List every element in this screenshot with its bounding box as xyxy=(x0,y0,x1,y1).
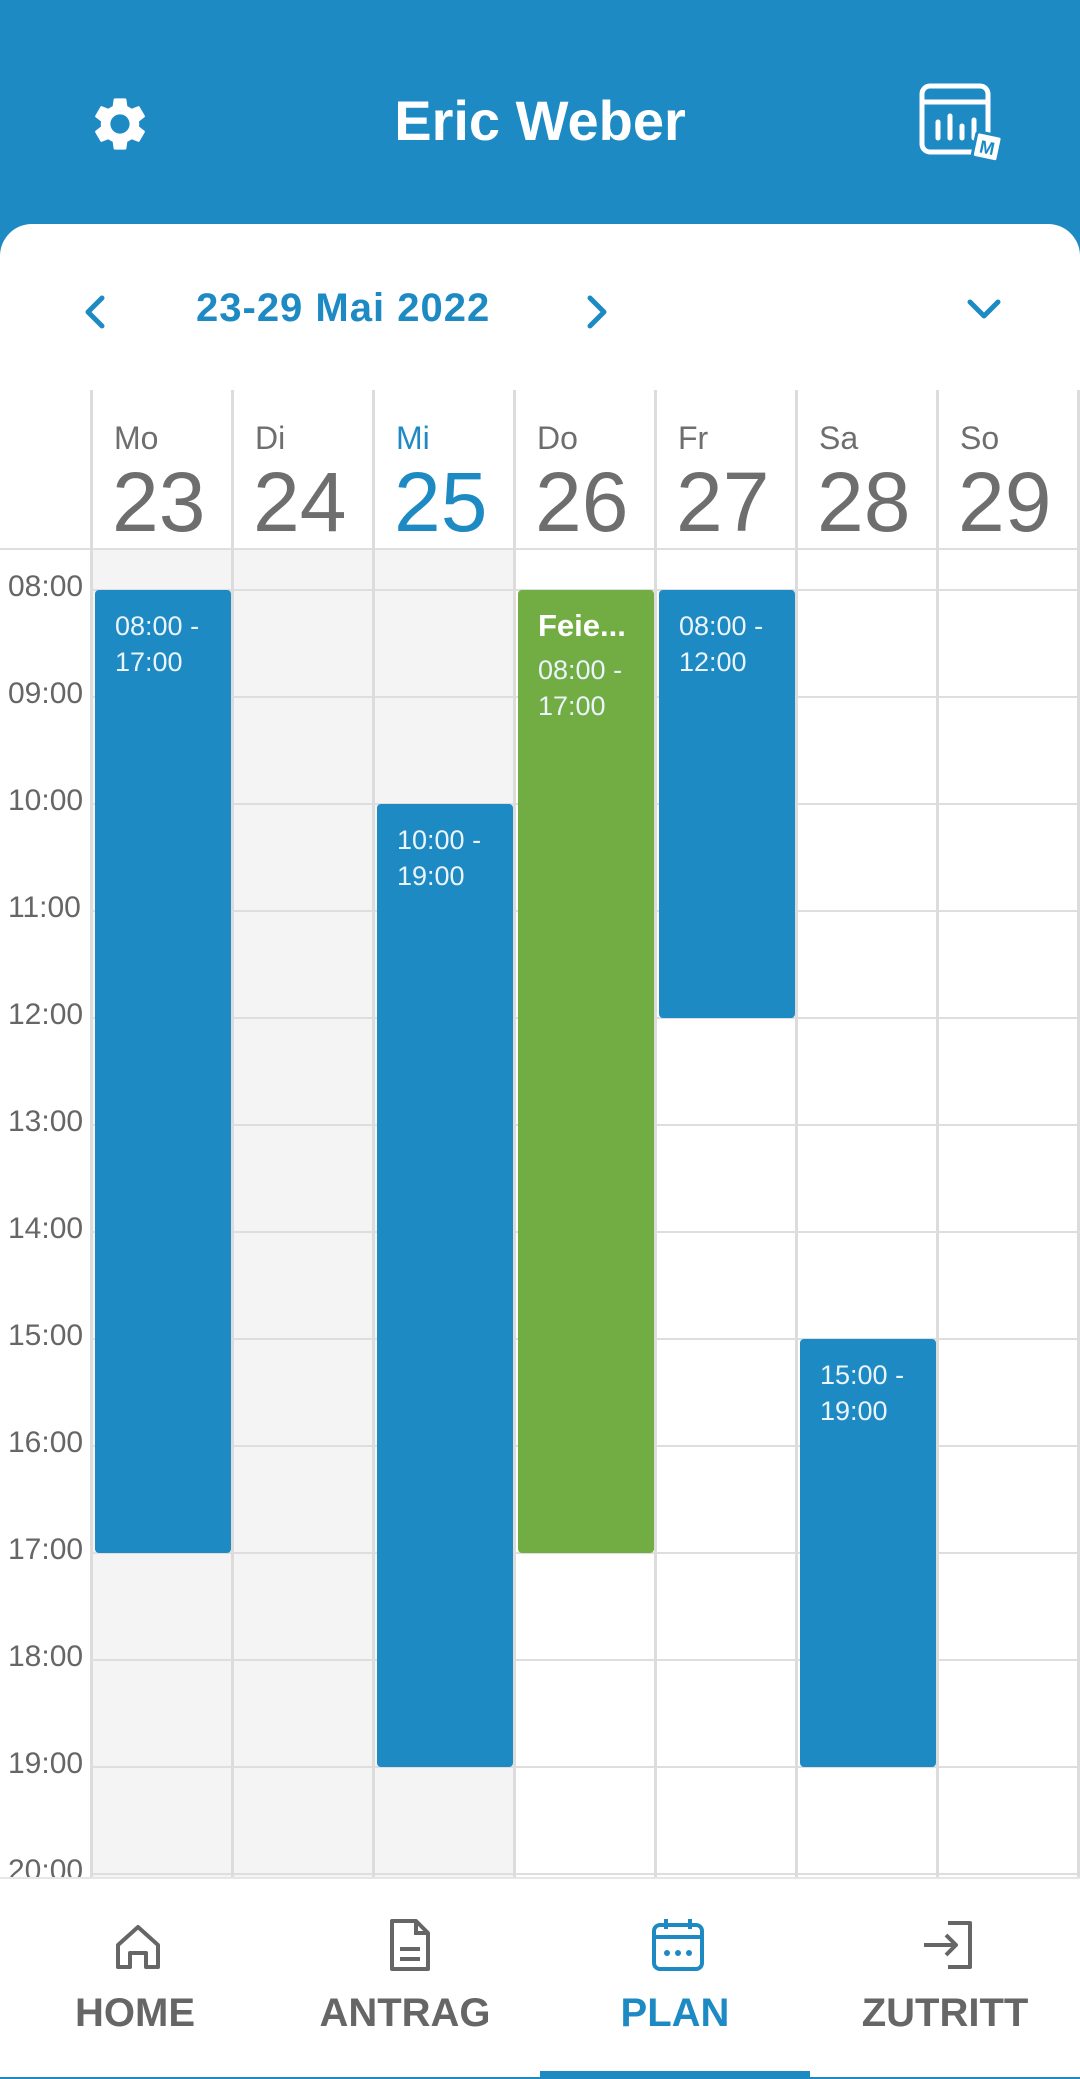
app-header: Eric Weber M xyxy=(0,0,1080,240)
time-label: 12:00 xyxy=(8,998,84,1031)
event-time-start: 08:00 - xyxy=(538,655,623,685)
day-name: Di xyxy=(255,420,286,456)
column-divider xyxy=(372,390,375,1877)
column-divider xyxy=(513,390,516,1877)
column-divider xyxy=(795,390,798,1877)
time-label: 11:00 xyxy=(8,891,81,924)
time-label: 15:00 xyxy=(8,1319,84,1352)
page-title: Eric Weber xyxy=(394,89,686,152)
event-time-start: 15:00 - xyxy=(820,1360,905,1390)
report-calendar-icon: M xyxy=(919,83,1004,164)
shift-event[interactable]: Feie... 08:00 - 17:00 xyxy=(518,590,654,1553)
event-time-end: 12:00 xyxy=(679,647,747,677)
svg-text:M: M xyxy=(978,136,997,159)
day-number: 29 xyxy=(958,455,1052,549)
week-grid: 08:00 09:00 10:00 11:00 12:00 13:00 14:00 15:00… xyxy=(0,390,1080,1877)
day-number: 26 xyxy=(535,455,629,549)
day-number: 28 xyxy=(817,455,911,549)
chevron-left-icon[interactable] xyxy=(80,292,110,332)
nav-label: PLAN xyxy=(620,1991,730,2035)
nav-tab-home[interactable]: HOME xyxy=(0,1879,270,2079)
day-name: Do xyxy=(537,420,578,456)
event-title: Feie... xyxy=(538,608,626,643)
time-label: 19:00 xyxy=(8,1747,84,1780)
time-label: 08:00 xyxy=(8,570,84,603)
day-number: 27 xyxy=(676,455,770,549)
day-name: So xyxy=(960,420,1000,456)
nav-label: HOME xyxy=(75,1991,195,2035)
calendar-card: 23-29 Mai 2022 08:00 09:00 10:00 11:00 12:00… xyxy=(0,224,1080,2077)
shift-event[interactable]: 10:00 - 19:00 xyxy=(377,804,513,1767)
event-time-start: 08:00 - xyxy=(679,611,764,641)
week-navigation: 23-29 Mai 2022 xyxy=(0,224,1080,390)
nav-tab-antrag[interactable]: ANTRAG xyxy=(270,1879,540,2079)
day-name: Mi xyxy=(396,420,430,456)
nav-tab-plan[interactable]: PLAN xyxy=(540,1879,810,2079)
day-number: 23 xyxy=(112,455,206,549)
event-time-start: 10:00 - xyxy=(397,825,482,855)
column-divider xyxy=(654,390,657,1877)
shift-event[interactable]: 08:00 - 12:00 xyxy=(659,590,795,1018)
column-divider xyxy=(1077,390,1080,1877)
chevron-down-icon[interactable] xyxy=(964,294,1004,324)
document-icon xyxy=(390,1919,430,1971)
nav-tab-zutritt[interactable]: ZUTRITT xyxy=(810,1879,1080,2079)
event-time-end: 17:00 xyxy=(538,691,606,721)
day-number: 25 xyxy=(394,455,488,549)
hour-line xyxy=(92,1659,1080,1661)
login-icon xyxy=(924,1921,972,1969)
event-time-end: 19:00 xyxy=(397,861,465,891)
event-time-end: 19:00 xyxy=(820,1396,888,1426)
time-label: 10:00 xyxy=(8,784,84,817)
day-number: 24 xyxy=(253,455,347,549)
hour-line xyxy=(92,1766,1080,1768)
active-tab-indicator xyxy=(540,2071,810,2079)
column-divider xyxy=(90,390,93,1877)
day-name: Fr xyxy=(678,420,709,456)
calendar-icon xyxy=(652,1919,704,1971)
nav-label: ANTRAG xyxy=(319,1991,491,2035)
hour-line xyxy=(92,1552,1080,1554)
day-name: Mo xyxy=(114,420,159,456)
bottom-navigation: HOME ANTRAG PLAN ZUTRITT xyxy=(0,1877,1080,2079)
column-divider xyxy=(936,390,939,1877)
time-label: 09:00 xyxy=(8,677,84,710)
gear-icon xyxy=(95,98,145,150)
report-button[interactable]: M xyxy=(918,82,1008,168)
time-label: 16:00 xyxy=(8,1426,84,1459)
event-time-end: 17:00 xyxy=(115,647,183,677)
shift-event[interactable]: 08:00 - 17:00 xyxy=(95,590,231,1553)
time-label: 20:00 xyxy=(8,1854,84,1877)
shift-event[interactable]: 15:00 - 19:00 xyxy=(800,1339,936,1767)
week-label[interactable]: 23-29 Mai 2022 xyxy=(196,286,491,330)
time-label: 17:00 xyxy=(8,1533,84,1566)
day-column-bg xyxy=(233,548,374,1877)
time-label: 14:00 xyxy=(8,1212,84,1245)
column-divider xyxy=(231,390,234,1877)
nav-label: ZUTRITT xyxy=(861,1991,1029,2035)
settings-button[interactable] xyxy=(88,92,152,156)
hour-line xyxy=(92,1873,1080,1875)
header-divider xyxy=(0,548,1080,550)
chevron-right-icon[interactable] xyxy=(582,292,612,332)
day-name: Sa xyxy=(819,420,859,456)
home-icon xyxy=(116,1925,160,1969)
event-time-start: 08:00 - xyxy=(115,611,200,641)
time-label: 18:00 xyxy=(8,1640,84,1673)
time-label: 13:00 xyxy=(8,1105,84,1138)
